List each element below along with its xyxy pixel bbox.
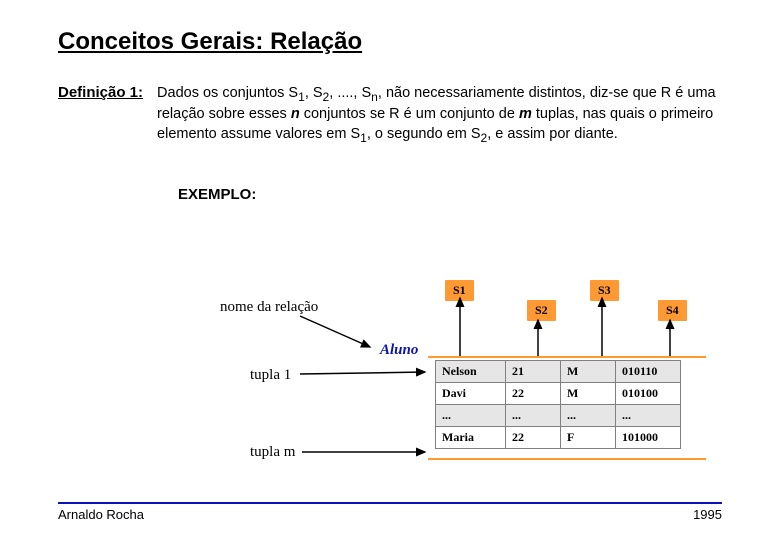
label-nome-relacao: nome da relação: [220, 299, 318, 316]
table-row: ... ... ... ...: [436, 405, 681, 427]
example-label: EXEMPLO:: [178, 186, 722, 203]
set-badge-s1: S1: [445, 280, 474, 301]
label-tupla-1: tupla 1: [250, 367, 291, 384]
footer: Arnaldo Rocha 1995: [58, 502, 722, 522]
definition-text: Dados os conjuntos S1, S2, ...., Sn, não…: [157, 84, 722, 146]
definition-label: Definição 1:: [58, 84, 143, 146]
table-row: Davi 22 M 010100: [436, 383, 681, 405]
relation-table: Nelson 21 M 010110 Davi 22 M 010100 ... …: [435, 360, 681, 449]
footer-author: Arnaldo Rocha: [58, 507, 144, 522]
footer-year: 1995: [693, 507, 722, 522]
table-row: Nelson 21 M 010110: [436, 361, 681, 383]
label-aluno: Aluno: [380, 342, 418, 359]
table-frame: [428, 356, 706, 460]
table-row: Maria 22 F 101000: [436, 427, 681, 449]
definition-row: Definição 1: Dados os conjuntos S1, S2, …: [58, 84, 722, 146]
set-badge-s2: S2: [527, 300, 556, 321]
set-badge-s3: S3: [590, 280, 619, 301]
page-title: Conceitos Gerais: Relação: [58, 28, 722, 56]
set-badge-s4: S4: [658, 300, 687, 321]
label-tupla-m: tupla m: [250, 444, 295, 461]
